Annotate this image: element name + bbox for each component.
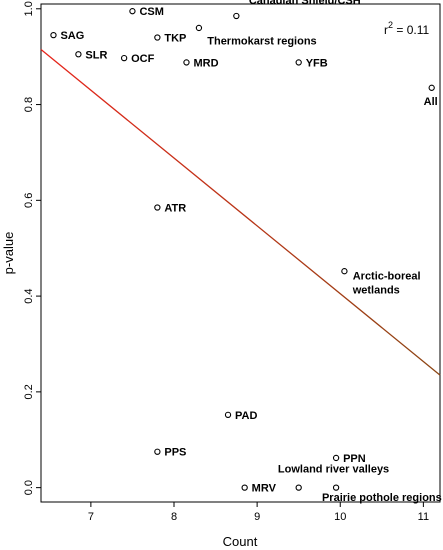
y-tick-label: 0.8 [23,97,35,112]
data-point [295,484,302,491]
r2-sup: 2 [388,20,393,30]
x-tick-label: 11 [418,511,429,523]
data-point [332,484,340,491]
y-tick-label: 0.6 [23,193,35,208]
y-tick-label: 0.4 [23,288,35,303]
x-tick-label: 10 [334,511,346,523]
point-label: CSM [139,6,163,18]
y-axis: 0.0 0.2 0.4 0.6 0.8 1.0 [23,1,41,495]
x-tick-label: 7 [88,511,94,523]
data-point [195,24,203,32]
data-points: CSM SAG TKP SLR OCF MRD YFB All ATR PAD PPS PPN MRV [50,6,438,495]
x-axis: 7 8 9 10 11 [88,502,429,523]
y-axis-title: p-value [1,232,16,275]
data-point [332,454,340,462]
data-point [120,54,128,62]
point-label: TKP [164,33,186,45]
plot-frame [40,3,441,503]
data-point [183,59,190,66]
group-label: Lowland river valleys [278,463,389,475]
point-label: MRD [193,57,218,69]
data-point [129,8,136,15]
data-point [428,84,435,91]
point-label: OCF [131,53,155,65]
y-tick-label: 1.0 [23,1,35,16]
point-label: SLR [85,49,107,61]
group-label: Thermokarst regions [207,36,316,48]
point-label: ATR [164,203,186,215]
point-label: All [424,96,438,108]
group-label: Arctic-boreal [353,270,421,282]
point-label: PAD [235,410,257,422]
point-label: PPS [164,447,186,459]
data-point [154,34,161,41]
group-label: Prairie pothole regions [322,492,442,504]
data-point [233,12,240,20]
x-tick-label: 8 [171,511,177,523]
point-label: YFB [306,57,328,69]
data-point [341,268,348,275]
group-label: Canadian Shield/CSH [249,0,361,7]
data-point [241,484,248,491]
y-tick-label: 0.0 [23,480,35,495]
x-tick-label: 9 [254,511,260,523]
r2-r: r [384,23,388,37]
regression-line [40,48,441,376]
data-point [295,59,302,66]
group-label: wetlands [352,285,400,297]
group-labels: Canadian Shield/CSH Thermokarst regions Ar… [207,0,442,504]
r2-value: = 0.11 [393,23,429,37]
data-point [75,51,82,58]
r-squared-annotation: r2 = 0.11 [384,20,429,37]
data-point [224,411,232,418]
data-point [50,31,57,39]
data-point [154,204,161,211]
point-label: PPN [343,453,366,465]
x-axis-title: Count [223,534,258,549]
y-tick-label: 0.2 [23,384,35,399]
point-label: MRV [252,483,277,495]
point-label: SAG [60,30,84,42]
data-point [154,448,161,455]
